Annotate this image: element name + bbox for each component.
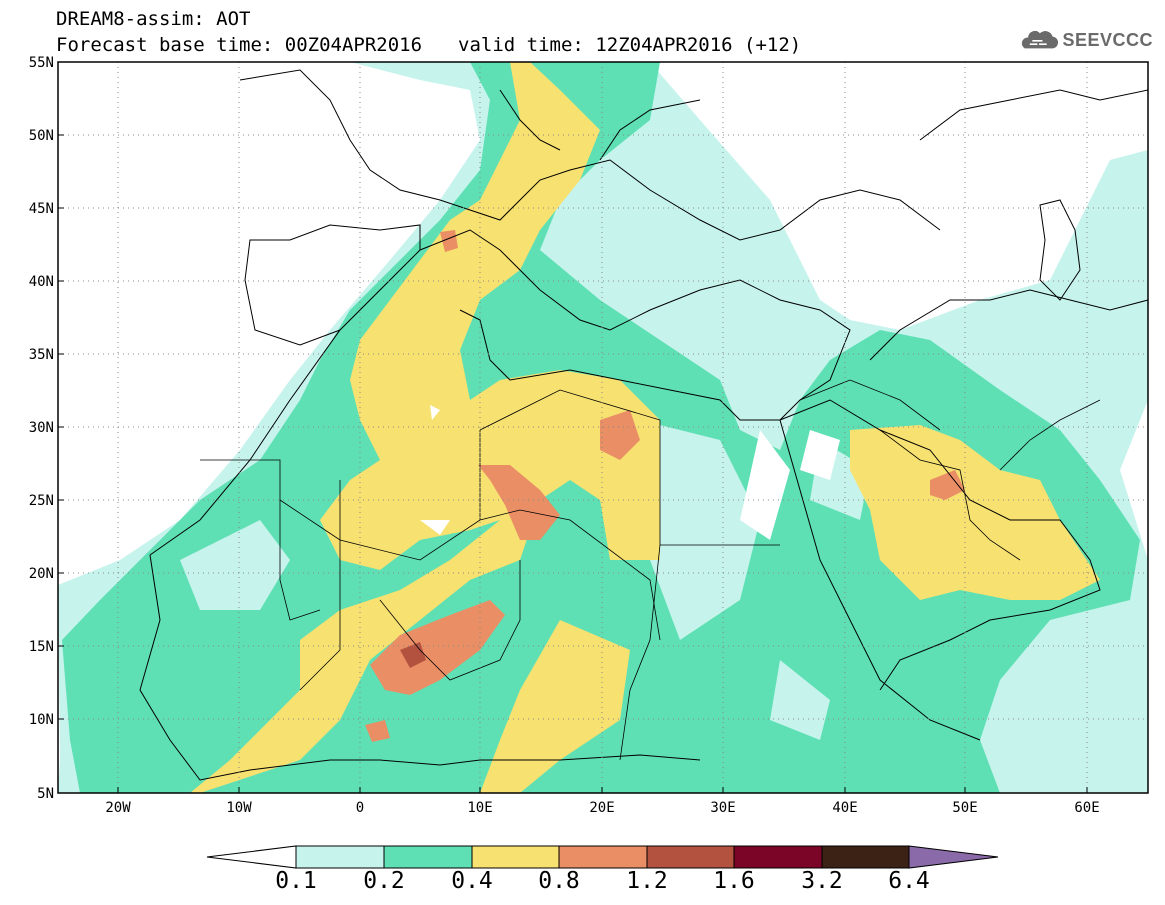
colorbar-label: 1.2 xyxy=(626,868,668,894)
colorbar-segment xyxy=(295,845,385,869)
lon-label: 20W xyxy=(105,800,131,816)
aot-0.4-arabia xyxy=(850,425,1100,600)
colorbar-segment xyxy=(646,845,735,869)
colorbar-segment-over xyxy=(908,845,999,869)
lon-label: 10E xyxy=(467,800,492,816)
cloud-icon xyxy=(1021,30,1059,49)
lon-label: 40E xyxy=(832,800,857,816)
lon-label: 10W xyxy=(226,800,252,816)
colorbar-segment xyxy=(821,845,910,869)
colorbar-segment-under xyxy=(206,845,297,869)
colorbar-segment xyxy=(733,845,823,869)
lat-label: 30N xyxy=(29,420,54,436)
map-title: DREAM8-assim: AOT xyxy=(56,8,251,30)
colorbar-label: 1.6 xyxy=(713,868,755,894)
lat-label: 35N xyxy=(29,347,54,363)
lat-label: 20N xyxy=(29,566,54,582)
seevccc-logo: SEEVCCC xyxy=(1018,28,1153,52)
lat-label: 55N xyxy=(29,55,54,71)
forecast-base-time: Forecast base time: 00Z04APR2016 xyxy=(56,34,423,56)
lat-labels: 55N 50N 45N 40N 35N 30N 25N 20N 15N 10N … xyxy=(29,55,54,802)
colorbar-label: 0.1 xyxy=(275,868,317,894)
country-borders xyxy=(200,379,1101,761)
map-subtitle: Forecast base time: 00Z04APR2016 valid ti… xyxy=(56,35,801,55)
colorbar-segment xyxy=(471,845,560,869)
lon-label: 20E xyxy=(589,800,614,816)
aot-0.4-contour xyxy=(190,62,660,793)
graticule xyxy=(58,62,1148,793)
aot-below-0.1 xyxy=(420,405,840,540)
colorbar-label: 0.4 xyxy=(451,868,493,894)
colorbar-segment xyxy=(383,845,473,869)
lat-label: 10N xyxy=(29,712,54,728)
colorbar xyxy=(206,845,999,869)
colorbar-label: 3.2 xyxy=(801,868,843,894)
lat-label: 40N xyxy=(29,274,54,290)
logo-text: SEEVCCC xyxy=(1062,29,1153,50)
lon-label: 0 xyxy=(356,800,364,816)
colorbar-label: 0.2 xyxy=(363,868,405,894)
aot-0.4-sahel xyxy=(480,620,630,793)
colorbar-segment xyxy=(558,845,648,869)
aot-1.2-contour xyxy=(400,642,426,668)
lat-label: 50N xyxy=(29,128,54,144)
lat-label: 45N xyxy=(29,201,54,217)
lon-label: 30E xyxy=(710,800,735,816)
lat-label: 5N xyxy=(37,786,54,802)
valid-time: valid time: 12Z04APR2016 (+12) xyxy=(458,34,802,56)
lon-label: 50E xyxy=(952,800,977,816)
lat-label: 15N xyxy=(29,639,54,655)
coastlines xyxy=(139,69,1148,781)
colorbar-label: 6.4 xyxy=(888,868,930,894)
tick-marks xyxy=(58,61,1088,793)
lon-labels: 20W 10W 0 10E 20E 30E 40E 50E 60E xyxy=(105,800,1099,816)
colorbar-label: 0.8 xyxy=(538,868,580,894)
lon-label: 60E xyxy=(1074,800,1099,816)
aot-0.1-patch xyxy=(180,420,870,740)
lat-label: 25N xyxy=(29,493,54,509)
